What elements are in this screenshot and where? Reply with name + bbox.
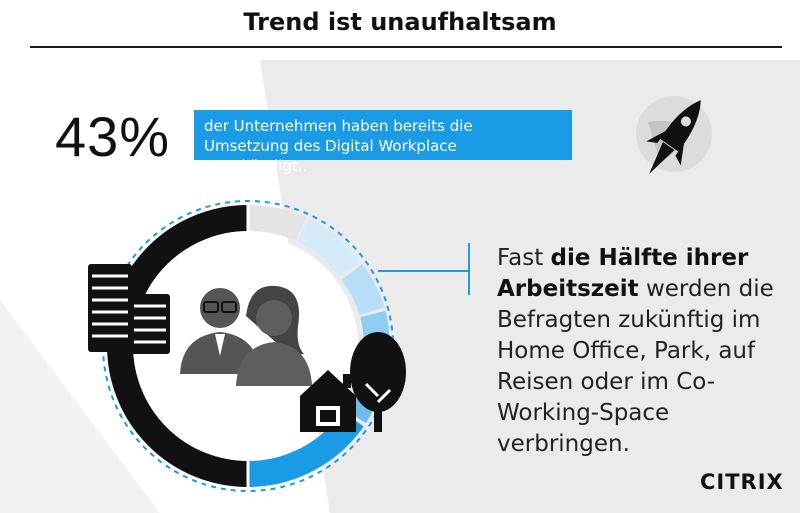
connector-line (378, 270, 468, 272)
description-highlight: die Hälfte ihrer Arbeitszeit (497, 245, 749, 302)
office-buildings-icon (88, 264, 170, 354)
description-text: Fast die Hälfte ihrer Arbeitszeit werden… (497, 243, 787, 460)
stat-text: der Unternehmen haben bereits die Umsetz… (204, 117, 473, 175)
description-part1: Fast (497, 245, 551, 271)
tree-icon (350, 332, 406, 432)
page-title: Trend ist unaufhaltsam (243, 8, 557, 36)
people-icon (180, 285, 312, 386)
description-part2: werden die Befragten zukünftig im Home O… (497, 276, 774, 457)
citrix-logo: CITRIX (700, 470, 784, 494)
connector-bracket (468, 243, 470, 295)
stat-text-box: der Unternehmen haben bereits die Umsetz… (194, 110, 572, 175)
rocket-icon (630, 92, 720, 192)
home-icon (300, 370, 356, 432)
stat-percent: 43% (55, 105, 171, 168)
donut-illustration (60, 196, 480, 496)
title-divider (30, 46, 782, 48)
